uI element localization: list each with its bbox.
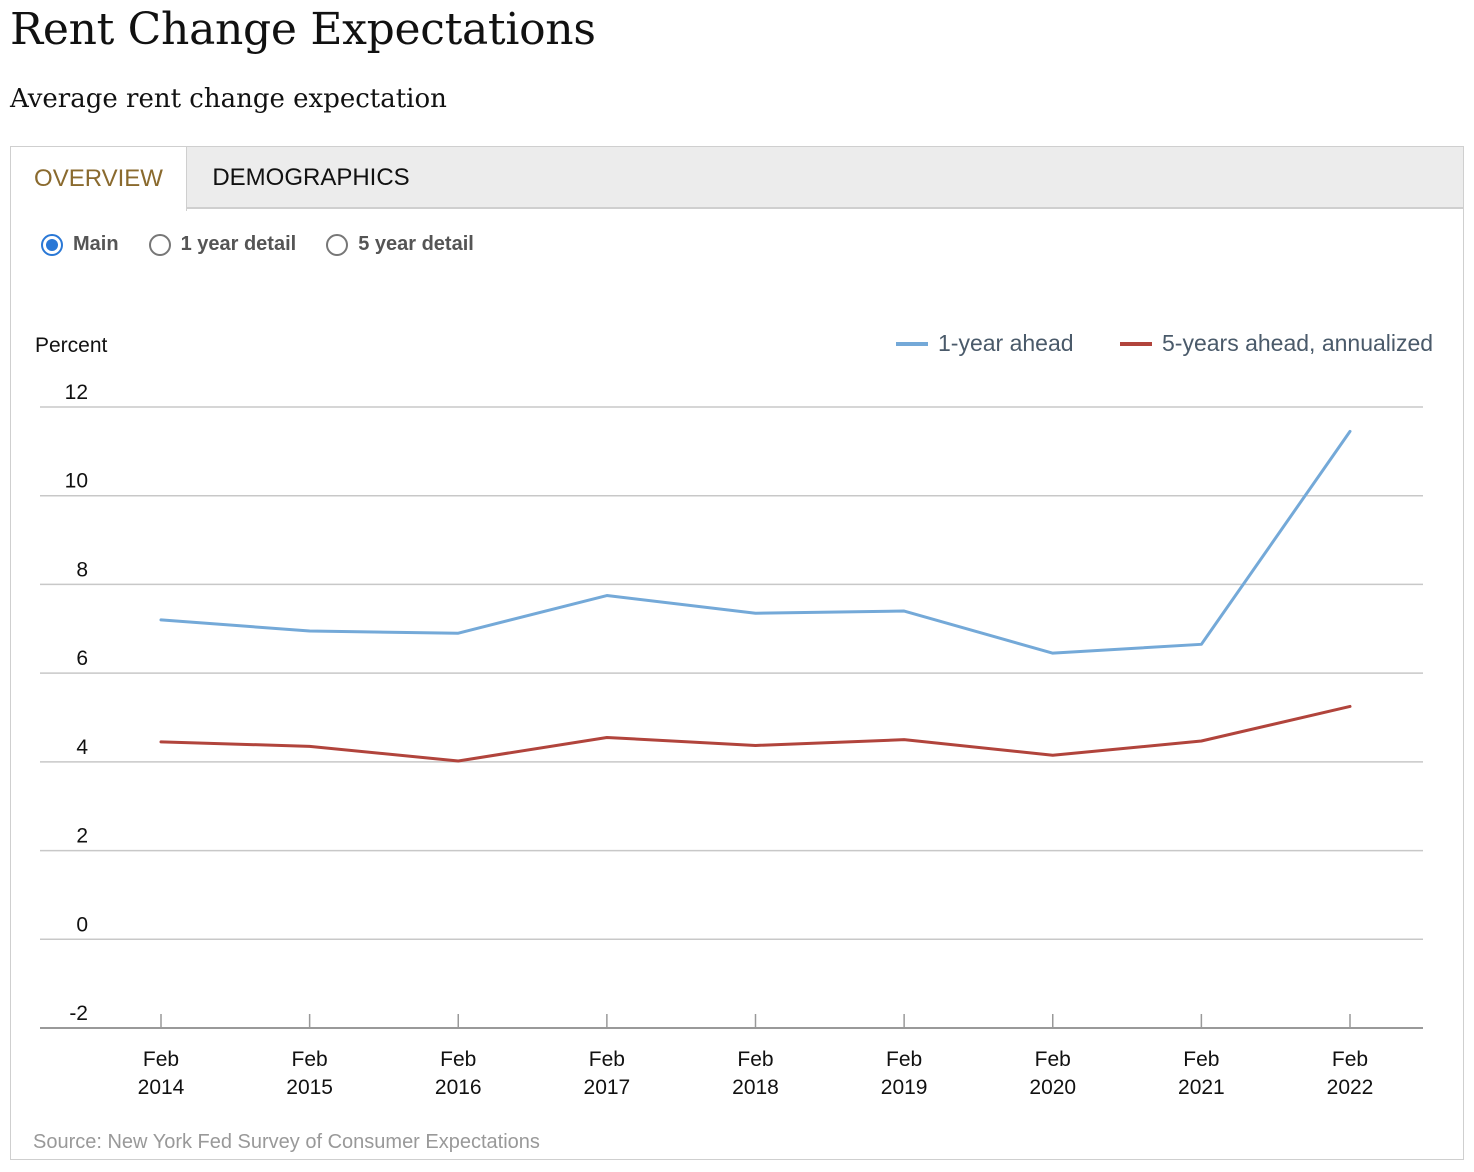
page-title: Rent Change Expectations — [10, 4, 596, 55]
x-tick-label: Feb 2014 — [138, 1048, 185, 1099]
y-tick-label: 12 — [65, 381, 88, 404]
chart-panel: OVERVIEW DEMOGRAPHICS Main 1 year detail… — [10, 146, 1464, 1160]
tab-demographics[interactable]: DEMOGRAPHICS — [212, 164, 410, 191]
radio-1-year-detail-circle[interactable] — [148, 233, 171, 256]
x-tick-label: Feb 2016 — [435, 1048, 482, 1099]
y-tick-label: 8 — [76, 558, 88, 581]
legend-label-1[interactable]: 1-year ahead — [938, 330, 1074, 356]
legend: 1-year ahead 5-years ahead, annualized — [896, 330, 1433, 356]
y-tick-label: -2 — [69, 1002, 88, 1025]
radio-main-circle[interactable] — [41, 233, 63, 256]
series-lines — [159, 429, 1352, 763]
tab-overview[interactable]: OVERVIEW — [11, 147, 187, 211]
series-line-1 — [159, 429, 1352, 655]
y-tick-label: 2 — [76, 825, 88, 848]
x-tick-label: Feb 2021 — [1178, 1048, 1225, 1099]
page-subtitle: Average rent change expectation — [10, 84, 447, 114]
x-tick-marks — [160, 1014, 1351, 1028]
x-tick-label: Feb 2015 — [286, 1048, 333, 1099]
y-tick-label: 4 — [76, 736, 88, 759]
source-note: Source: New York Fed Survey of Consumer … — [33, 1131, 540, 1153]
radio-5-year-detail[interactable]: 5 year detail — [326, 233, 474, 256]
x-tick-label: Feb 2018 — [732, 1048, 779, 1099]
tab-bar: OVERVIEW DEMOGRAPHICS — [11, 147, 1463, 211]
radio-main-label: Main — [73, 233, 119, 255]
x-tick-label: Feb 2022 — [1327, 1048, 1374, 1099]
view-radio-group: Main 1 year detail 5 year detail — [41, 233, 504, 256]
y-tick-label: 6 — [76, 647, 88, 670]
x-tick-label: Feb 2020 — [1029, 1048, 1076, 1099]
y-tick-label: 10 — [65, 470, 88, 493]
x-tick-label: Feb 2017 — [584, 1048, 631, 1099]
x-tick-label: Feb 2019 — [881, 1048, 928, 1099]
x-tick-labels: Feb 2014 Feb 2015 Feb 2016 Feb 2017 Feb 2018 Feb 20… — [138, 1048, 1374, 1099]
radio-main[interactable]: Main — [41, 233, 119, 256]
radio-1-year-detail[interactable]: 1 year detail — [148, 233, 297, 256]
y-tick-labels: 12 10 8 6 4 2 0 -2 — [65, 381, 89, 1025]
y-axis-label: Percent — [35, 334, 108, 357]
gridlines — [40, 406, 1423, 1029]
series-line-2 — [159, 704, 1352, 763]
radio-5-year-detail-label: 5 year detail — [358, 233, 474, 255]
y-tick-label: 0 — [76, 913, 88, 936]
legend-label-2[interactable]: 5-years ahead, annualized — [1162, 330, 1433, 356]
radio-1-year-detail-label: 1 year detail — [180, 233, 297, 255]
radio-5-year-detail-circle[interactable] — [326, 233, 349, 256]
